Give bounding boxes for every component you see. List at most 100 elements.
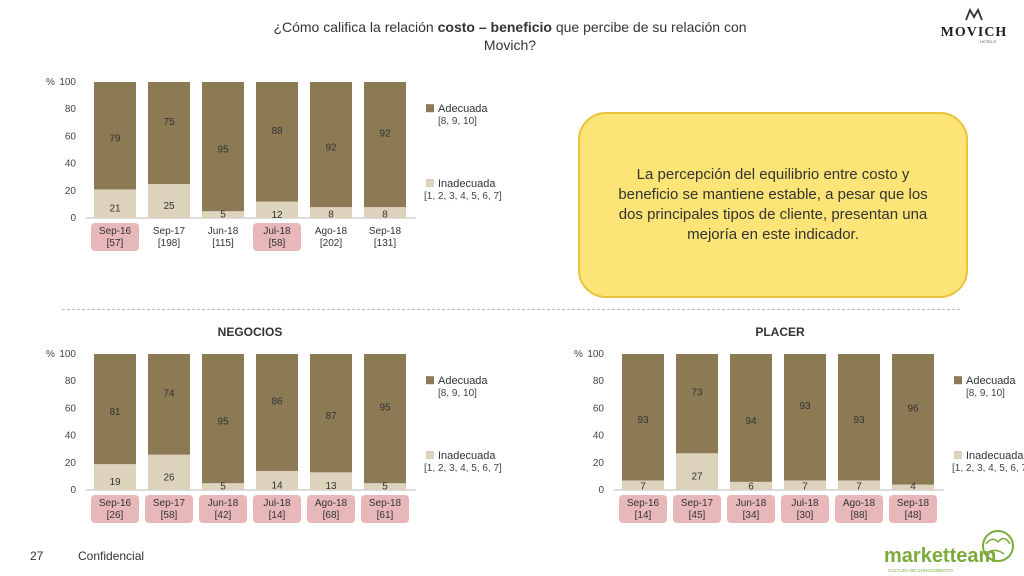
category-highlight bbox=[199, 495, 247, 523]
bar-adecuada bbox=[364, 82, 406, 208]
y-tick-label: 0 bbox=[70, 213, 76, 224]
legend-swatch-adecuada bbox=[426, 376, 434, 385]
data-label-inadecuada: 7 bbox=[856, 482, 862, 493]
data-label-inadecuada: 21 bbox=[109, 204, 121, 215]
y-tick-label: 100 bbox=[59, 77, 76, 88]
legend-label-adecuada: Adecuada bbox=[966, 375, 1016, 387]
legend-label-adecuada: Adecuada bbox=[438, 103, 488, 115]
data-label-inadecuada: 19 bbox=[109, 477, 121, 488]
legend-label-inadecuada: Inadecuada bbox=[438, 450, 496, 462]
category-highlight bbox=[307, 495, 355, 523]
marketteam-tagline: CULTURA DE CONOCIMIENTO bbox=[888, 568, 953, 573]
category-label: Ago-18 bbox=[315, 498, 348, 509]
category-highlight bbox=[91, 223, 139, 251]
category-highlight bbox=[781, 495, 829, 523]
category-base: [30] bbox=[797, 510, 814, 521]
data-label-inadecuada: 27 bbox=[691, 472, 703, 483]
data-label-adecuada: 88 bbox=[271, 126, 283, 137]
legend-label-inadecuada: Inadecuada bbox=[438, 178, 496, 190]
category-base: [68] bbox=[323, 510, 340, 521]
data-label-inadecuada: 25 bbox=[163, 201, 175, 212]
category-base: [14] bbox=[635, 510, 652, 521]
movich-logo-mark bbox=[965, 7, 983, 21]
insight-callout: La percepción del equilibrio entre costo… bbox=[578, 112, 968, 298]
category-label: Jun-18 bbox=[736, 498, 767, 509]
data-label-adecuada: 93 bbox=[799, 401, 811, 412]
legend-swatch-inadecuada bbox=[426, 179, 434, 187]
y-tick-label: 80 bbox=[593, 376, 605, 387]
bar-inadecuada bbox=[838, 480, 880, 490]
section-divider bbox=[62, 309, 960, 310]
data-label-inadecuada: 8 bbox=[382, 210, 388, 221]
y-tick-label: 60 bbox=[65, 131, 77, 142]
bar-inadecuada bbox=[256, 201, 298, 218]
category-highlight bbox=[91, 495, 139, 523]
title-pre: ¿Cómo califica la relación bbox=[273, 19, 438, 35]
category-label: Sep-18 bbox=[369, 498, 402, 509]
bar-inadecuada bbox=[256, 470, 298, 490]
category-highlight bbox=[619, 495, 667, 523]
data-label-adecuada: 93 bbox=[853, 415, 865, 426]
bar-inadecuada bbox=[622, 480, 664, 490]
category-label: Jun-18 bbox=[208, 498, 239, 509]
bar-adecuada bbox=[202, 354, 244, 484]
data-label-inadecuada: 7 bbox=[802, 482, 808, 493]
y-tick-label: 100 bbox=[59, 349, 76, 360]
category-base: [61] bbox=[377, 510, 394, 521]
data-label-adecuada: 92 bbox=[379, 129, 391, 140]
data-label-inadecuada: 5 bbox=[382, 482, 388, 493]
title-bold: costo – beneficio bbox=[437, 19, 552, 35]
bar-adecuada bbox=[148, 82, 190, 184]
bar-adecuada bbox=[202, 82, 244, 212]
legend-swatch-inadecuada bbox=[954, 451, 962, 459]
data-label-adecuada: 73 bbox=[691, 388, 703, 399]
category-label: Sep-17 bbox=[153, 498, 186, 509]
movich-logo: MOVICH HOTELS bbox=[941, 7, 1006, 44]
bar-adecuada bbox=[148, 354, 190, 455]
data-label-inadecuada: 4 bbox=[910, 482, 916, 493]
data-label-adecuada: 79 bbox=[109, 134, 121, 145]
y-axis-label: % bbox=[46, 77, 55, 88]
bar-inadecuada bbox=[364, 483, 406, 490]
y-tick-label: 40 bbox=[65, 159, 77, 170]
bar-inadecuada bbox=[202, 211, 244, 218]
category-base: [48] bbox=[905, 510, 922, 521]
brain-icon-folds bbox=[985, 537, 1011, 555]
y-tick-label: 40 bbox=[65, 431, 77, 442]
category-base: [34] bbox=[743, 510, 760, 521]
category-base: [198] bbox=[158, 238, 180, 249]
bar-inadecuada bbox=[676, 453, 718, 490]
legend-range-adecuada: [8, 9, 10] bbox=[438, 388, 477, 399]
data-label-adecuada: 75 bbox=[163, 117, 175, 128]
bar-adecuada bbox=[676, 354, 718, 454]
chart-title-negocios: NEGOCIOS bbox=[217, 325, 283, 339]
category-base: [131] bbox=[374, 238, 396, 249]
category-highlight bbox=[145, 495, 193, 523]
data-label-adecuada: 95 bbox=[379, 403, 391, 414]
data-label-adecuada: 86 bbox=[271, 396, 283, 407]
bar-adecuada bbox=[94, 354, 136, 465]
legend-range-inadecuada: [1, 2, 3, 4, 5, 6, 7] bbox=[424, 191, 502, 202]
bar-inadecuada bbox=[202, 483, 244, 490]
y-tick-label: 0 bbox=[598, 485, 604, 496]
category-highlight bbox=[727, 495, 775, 523]
bar-adecuada bbox=[622, 354, 664, 481]
marketteam-logo: marketteam CULTURA DE CONOCIMIENTO bbox=[884, 530, 1014, 573]
data-label-adecuada: 94 bbox=[745, 416, 757, 427]
movich-logo-sub: HOTELS bbox=[980, 39, 996, 44]
legend-swatch-adecuada bbox=[426, 104, 434, 113]
bar-inadecuada bbox=[94, 189, 136, 218]
data-label-inadecuada: 5 bbox=[220, 210, 226, 221]
chart-placer: 0 20 40 60 80 100% 93 7 Sep-16[14] 73 27 Sep-17[45]… bbox=[574, 349, 1024, 523]
data-label-inadecuada: 14 bbox=[271, 480, 283, 491]
bar-inadecuada bbox=[148, 184, 190, 218]
bar-inadecuada bbox=[784, 480, 826, 490]
category-label: Ago-18 bbox=[315, 226, 348, 237]
y-axis-label: % bbox=[46, 349, 55, 360]
category-base: [58] bbox=[269, 238, 286, 249]
data-label-inadecuada: 6 bbox=[748, 482, 754, 493]
y-tick-label: 0 bbox=[70, 485, 76, 496]
brain-icon bbox=[982, 530, 1014, 562]
y-tick-label: 20 bbox=[593, 458, 605, 469]
data-label-adecuada: 87 bbox=[325, 411, 337, 422]
